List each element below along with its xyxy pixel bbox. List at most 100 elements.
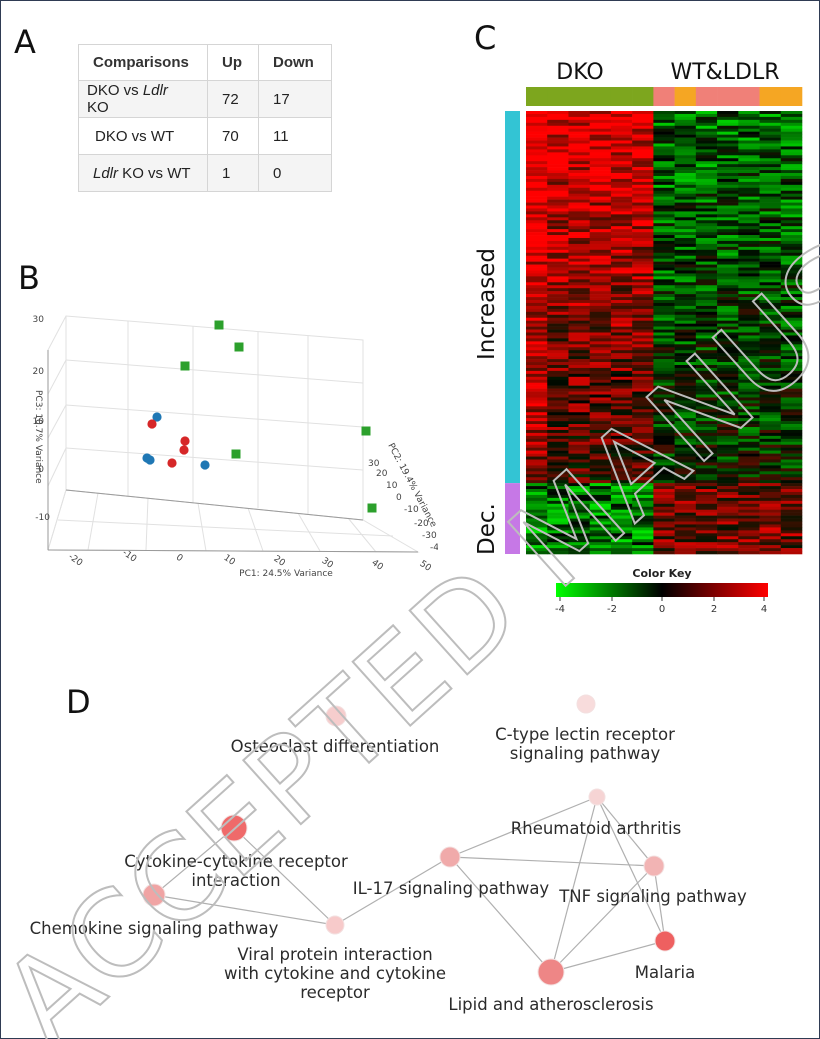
row-label-decreased: Dec. bbox=[474, 503, 500, 555]
network-node-ctype bbox=[576, 694, 596, 714]
pc1-tick-label: 40 bbox=[370, 558, 385, 573]
heatmap-cells bbox=[526, 111, 803, 555]
column-header-down: Down bbox=[258, 44, 332, 81]
pc2-tick-label: -30 bbox=[422, 531, 437, 541]
pc2-tick-label: 10 bbox=[386, 481, 398, 491]
network-node-label: Viral protein interaction bbox=[237, 945, 432, 964]
sample-group-wt bbox=[738, 87, 760, 106]
table-row: Ldlr KO vs WT 1 0 bbox=[78, 154, 332, 192]
pc3-tick-label: 20 bbox=[33, 367, 45, 377]
network-node-osteoclast bbox=[325, 705, 347, 727]
pca-point-red bbox=[147, 419, 157, 429]
pca-point-red bbox=[180, 436, 190, 446]
network-node-label: Osteoclast differentiation bbox=[231, 737, 440, 756]
gene-direction-bar bbox=[505, 111, 520, 554]
sample-group-dko bbox=[610, 87, 633, 106]
network-node-label: Lipid and atherosclerosis bbox=[448, 995, 653, 1014]
network-node-label: TNF signaling pathway bbox=[558, 887, 747, 906]
pc1-tick-label: 10 bbox=[222, 553, 237, 568]
pca-point-blue bbox=[145, 455, 155, 465]
pc2-tick-label: 0 bbox=[396, 493, 402, 503]
pc1-axis-label: PC1: 24.5% Variance bbox=[239, 569, 333, 579]
network-node-label: Cytokine-cytokine receptor bbox=[124, 852, 348, 871]
network-node-label: receptor bbox=[300, 983, 370, 1002]
row-label-increased: Increased bbox=[474, 248, 500, 360]
network-edge bbox=[596, 796, 666, 942]
pc1-tick-label: 0 bbox=[174, 553, 185, 565]
color-key-tick: -2 bbox=[607, 604, 617, 615]
sample-group-dko bbox=[526, 87, 548, 106]
network-edge bbox=[550, 940, 666, 973]
pca-3d-plot: -20-10010203040503020100-10-20-30-403020… bbox=[33, 315, 438, 579]
pca-axes bbox=[47, 350, 419, 553]
panel-b-label: B bbox=[18, 259, 40, 297]
up-cell: 72 bbox=[207, 80, 259, 118]
sample-group-dko bbox=[568, 87, 590, 106]
pc2-tick-label: 20 bbox=[376, 469, 388, 479]
network-node-label: Chemokine signaling pathway bbox=[30, 919, 279, 938]
network-node-il17 bbox=[439, 846, 461, 868]
network-edge bbox=[653, 865, 666, 942]
sample-group-dko bbox=[589, 87, 612, 106]
network-node-viral bbox=[325, 915, 345, 935]
network-node-label: with cytokine and cytokine bbox=[224, 964, 446, 983]
network-node-label: C-type lectin receptor bbox=[495, 725, 675, 744]
pc2-tick-label: -10 bbox=[404, 505, 419, 515]
network-edge bbox=[449, 796, 598, 858]
table-header-row: Comparisons Up Down bbox=[78, 44, 332, 81]
pca-point-green bbox=[367, 503, 377, 513]
sample-group-ldlr bbox=[780, 87, 803, 106]
network-node-tnf bbox=[643, 855, 665, 877]
pc3-axis-label: PC3: 10.7% Variance bbox=[33, 390, 43, 484]
pca-point-green bbox=[361, 426, 371, 436]
pca-point-green bbox=[234, 342, 244, 352]
pc2-tick-label: 30 bbox=[368, 459, 380, 469]
color-key-title: Color Key bbox=[632, 567, 691, 580]
sample-group-ldlr bbox=[759, 87, 782, 106]
network-node-cytokine bbox=[220, 814, 248, 842]
group-label-wt-ldlr: WT&LDLR bbox=[670, 60, 779, 85]
group-label-dko: DKO bbox=[556, 60, 603, 85]
network-node-lipid bbox=[537, 958, 565, 986]
comparison-cell: DKO vs WT bbox=[78, 117, 208, 155]
pc2-tick-label: -20 bbox=[414, 519, 429, 529]
expression-heatmap: DKO WT&LDLR Increased Dec. Color Key -4 -… bbox=[474, 60, 803, 615]
color-key-tick: 4 bbox=[761, 604, 767, 615]
pc3-tick-label: 0 bbox=[38, 465, 44, 475]
column-header-up: Up bbox=[207, 44, 259, 81]
network-node-label: Malaria bbox=[635, 963, 696, 982]
panel-c-label: C bbox=[474, 19, 497, 57]
color-key-gradient bbox=[556, 583, 768, 597]
sample-group-wt bbox=[717, 87, 739, 106]
pca-point-green bbox=[180, 361, 190, 371]
color-key: Color Key -4 -2 0 2 4 bbox=[555, 567, 768, 615]
column-header-comparisons: Comparisons bbox=[78, 44, 208, 81]
sample-group-bar bbox=[526, 87, 803, 106]
network-node-chemokine bbox=[142, 883, 166, 907]
color-key-tick: -4 bbox=[555, 604, 565, 615]
network-node-label: IL-17 signaling pathway bbox=[353, 879, 550, 898]
increased-bar bbox=[505, 111, 520, 484]
decreased-bar bbox=[505, 483, 520, 554]
network-edge bbox=[153, 894, 336, 926]
network-node-malaria bbox=[654, 930, 676, 952]
pca-point-red bbox=[167, 458, 177, 468]
network-node-label: Rheumatoid arthritis bbox=[511, 819, 681, 838]
network-edge bbox=[153, 827, 235, 896]
pca-point-green bbox=[214, 320, 224, 330]
pca-point-blue bbox=[152, 412, 162, 422]
sample-group-dko bbox=[547, 87, 569, 106]
color-key-tick: 2 bbox=[711, 604, 717, 615]
sample-group-wt bbox=[695, 87, 718, 106]
table-row: DKO vs WT 70 11 bbox=[78, 117, 332, 155]
pca-point-blue bbox=[200, 460, 210, 470]
sample-group-ldlr bbox=[674, 87, 697, 106]
color-key-tick: 0 bbox=[659, 604, 665, 615]
network-node-rheum bbox=[588, 788, 606, 806]
network-edge bbox=[334, 856, 451, 926]
sample-group-dko bbox=[632, 87, 654, 106]
network-node-label: signaling pathway bbox=[510, 744, 661, 763]
comparison-cell: DKO vs Ldlr KO bbox=[78, 80, 208, 118]
pca-point-green bbox=[231, 449, 241, 459]
pc3-tick-label: 10 bbox=[33, 417, 45, 427]
